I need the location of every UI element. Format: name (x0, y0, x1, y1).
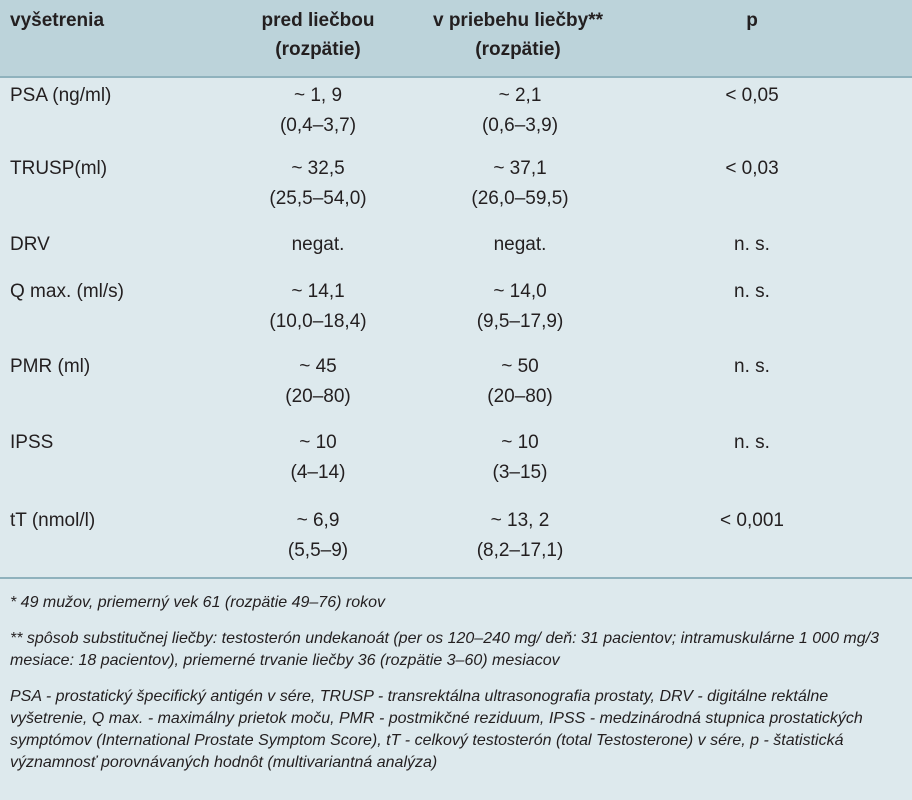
row-during-value: ~ 13, 2 (490, 510, 550, 531)
row-pre-range: (4–14) (290, 462, 346, 483)
header-during-treatment: v priebehu liečby** (rozpätie) (418, 6, 618, 64)
row-pre-value: ~ 32,5 (291, 158, 345, 179)
row-p-value: n. s. (734, 281, 770, 302)
row-during-value: ~ 37,1 (493, 158, 547, 179)
row-p-value: < 0,001 (720, 510, 784, 531)
row-exam: PMR (ml) (10, 356, 91, 377)
footnotes: * 49 mužov, priemerný vek 61 (rozpätie 4… (10, 592, 904, 774)
row-exam: DRV (10, 234, 50, 255)
footnote-divider (0, 577, 912, 579)
row-during-range: (0,6–3,9) (481, 115, 559, 136)
row-p-value: n. s. (734, 234, 770, 255)
row-pre-treatment: ~ 14,1 (10,0–18,4) (198, 277, 438, 337)
row-during-value: ~ 2,1 (498, 85, 542, 106)
row-exam: IPSS (10, 432, 54, 453)
row-during-treatment: ~ 37,1 (26,0–59,5) (400, 154, 640, 214)
row-pre-treatment: negat. (198, 230, 438, 260)
row-pre-value: ~ 45 (299, 356, 337, 377)
row-during-value: ~ 14,0 (493, 281, 547, 302)
header-during-treatment-label: v priebehu liečby** (432, 10, 603, 31)
row-during-value: ~ 50 (501, 356, 539, 377)
row-exam: PSA (ng/ml) (10, 85, 112, 106)
row-pre-range: (10,0–18,4) (269, 311, 367, 332)
row-during-range: (3–15) (492, 462, 548, 483)
row-during-range: (9,5–17,9) (476, 311, 564, 332)
row-pre-treatment: ~ 6,9 (5,5–9) (198, 506, 438, 566)
footnote-abbreviations: PSA - prostatický špecifický antigén v s… (10, 688, 863, 771)
row-during-range: (20–80) (487, 386, 553, 407)
row-exam: tT (nmol/l) (10, 510, 96, 531)
row-p-value: n. s. (734, 356, 770, 377)
row-p-value: < 0,03 (725, 158, 779, 179)
row-during-treatment: ~ 2,1 (0,6–3,9) (400, 81, 640, 141)
row-exam: Q max. (ml/s) (10, 281, 124, 302)
row-during-treatment: ~ 14,0 (9,5–17,9) (400, 277, 640, 337)
row-pre-range: (25,5–54,0) (269, 188, 367, 209)
row-p-value: n. s. (734, 432, 770, 453)
row-during-treatment: negat. (400, 230, 640, 260)
header-p: p (746, 10, 758, 31)
row-pre-treatment: ~ 1, 9 (0,4–3,7) (198, 81, 438, 141)
header-pre-treatment: pred liečbou (rozpätie) (218, 6, 418, 64)
row-pre-treatment: ~ 45 (20–80) (198, 352, 438, 412)
row-p-value: < 0,05 (725, 85, 779, 106)
row-during-value: ~ 10 (501, 432, 539, 453)
row-pre-range: (0,4–3,7) (279, 115, 357, 136)
row-exam: TRUSP(ml) (10, 158, 108, 179)
row-pre-value: ~ 14,1 (291, 281, 345, 302)
row-pre-treatment: ~ 10 (4–14) (198, 428, 438, 488)
header-pre-treatment-label: pred liečbou (261, 10, 375, 31)
row-pre-value: negat. (291, 234, 345, 255)
row-pre-range: (5,5–9) (287, 540, 349, 561)
row-during-range: (26,0–59,5) (471, 188, 569, 209)
row-during-treatment: ~ 10 (3–15) (400, 428, 640, 488)
row-during-treatment: ~ 13, 2 (8,2–17,1) (400, 506, 640, 566)
table-header: vyšetrenia pred liečbou (rozpätie) v pri… (0, 0, 912, 78)
header-exam: vyšetrenia (10, 10, 105, 31)
footnote-therapy: ** spôsob substitučnej liečby: testoster… (10, 630, 879, 669)
row-during-value: negat. (493, 234, 547, 255)
row-pre-value: ~ 10 (299, 432, 337, 453)
row-pre-value: ~ 1, 9 (293, 85, 343, 106)
row-pre-range: (20–80) (285, 386, 351, 407)
header-during-treatment-range: (rozpätie) (475, 39, 561, 60)
row-pre-value: ~ 6,9 (296, 510, 340, 531)
header-pre-treatment-range: (rozpätie) (275, 39, 361, 60)
footnote-patients: * 49 mužov, priemerný vek 61 (rozpätie 4… (10, 594, 385, 611)
row-during-range: (8,2–17,1) (476, 540, 564, 561)
row-during-treatment: ~ 50 (20–80) (400, 352, 640, 412)
row-pre-treatment: ~ 32,5 (25,5–54,0) (198, 154, 438, 214)
